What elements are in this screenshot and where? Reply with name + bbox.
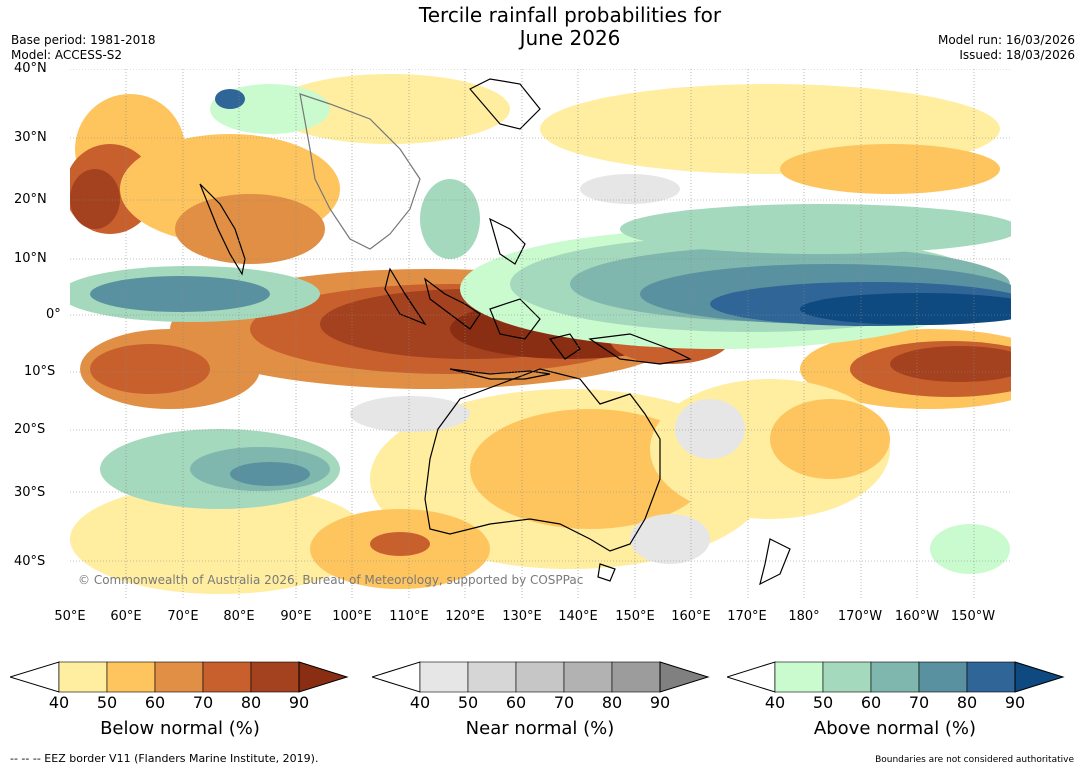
near-colorbar-upper-extension xyxy=(659,661,710,693)
colorbar-tick: 60 xyxy=(144,693,166,712)
gridlines xyxy=(70,69,1011,600)
boundary-disclaimer: Boundaries are not considered authoritat… xyxy=(875,755,1074,765)
below-colorbar-swatch xyxy=(202,661,252,693)
below-colorbar-swatches xyxy=(58,661,300,693)
above-colorbar-swatch xyxy=(918,661,968,693)
title-line-2: June 2026 xyxy=(519,26,621,50)
lat-label: 40°S xyxy=(14,554,46,569)
lon-label: 60°E xyxy=(110,609,142,624)
copyright-notice: © Commonwealth of Australia 2026, Bureau… xyxy=(78,573,584,587)
lon-label: 140°E xyxy=(558,609,598,624)
colorbar-tick: 40 xyxy=(409,693,431,712)
below-normal-colorbar xyxy=(10,661,349,693)
lat-label: 20°S xyxy=(14,422,46,437)
colorbar-tick: 80 xyxy=(240,693,262,712)
above-colorbar-title: Above normal (%) xyxy=(813,718,977,739)
above-colorbar-swatch xyxy=(870,661,920,693)
lat-label: 10°N xyxy=(14,251,47,266)
lon-label: 150°E xyxy=(615,609,655,624)
map-title: Tercile rainfall probabilities for June … xyxy=(370,4,770,50)
lat-label: 30°N xyxy=(14,130,47,145)
below-colorbar-swatch xyxy=(250,661,300,693)
below-colorbar-upper-extension xyxy=(298,661,349,693)
near-colorbar-swatch xyxy=(467,661,517,693)
eez-border-legend: -- -- -- EEZ border V11 (Flanders Marine… xyxy=(10,752,319,765)
colorbar-tick: 70 xyxy=(908,693,930,712)
below-colorbar-title: Below normal (%) xyxy=(100,718,260,739)
below-colorbar-swatch xyxy=(154,661,204,693)
above-colorbar-lower-extension xyxy=(727,661,776,693)
colorbar-tick: 80 xyxy=(956,693,978,712)
colorbar-tick: 90 xyxy=(288,693,310,712)
near-colorbar-swatches xyxy=(419,661,661,693)
colorbar-tick: 90 xyxy=(1004,693,1026,712)
colorbar-tick: 90 xyxy=(649,693,671,712)
near-normal-colorbar xyxy=(372,661,710,693)
below-colorbar-swatch xyxy=(58,661,108,693)
lon-label: 150°W xyxy=(950,609,996,624)
coastlines xyxy=(199,78,791,586)
colorbar-tick: 50 xyxy=(457,693,479,712)
colorbar-tick: 80 xyxy=(601,693,623,712)
colorbar-tick: 50 xyxy=(812,693,834,712)
issued-date: Issued: 18/03/2026 xyxy=(959,48,1075,62)
model-run: Model run: 16/03/2026 xyxy=(937,33,1075,47)
lat-label: 20°N xyxy=(14,192,47,207)
above-colorbar-swatch xyxy=(822,661,872,693)
colorbar-tick: 70 xyxy=(192,693,214,712)
near-colorbar-swatch xyxy=(563,661,613,693)
meta-right: Model run: 16/03/2026 Issued: 18/03/2026 xyxy=(938,33,1075,63)
above-normal-colorbar xyxy=(727,661,1065,693)
above-colorbar-swatches xyxy=(774,661,1016,693)
colorbar-tick: 60 xyxy=(860,693,882,712)
colorbar-tick: 50 xyxy=(96,693,118,712)
below-colorbar-lower-extension xyxy=(10,661,60,693)
near-colorbar-swatch xyxy=(515,661,565,693)
lon-label: 120°E xyxy=(445,609,485,624)
base-period: Base period: 1981-2018 xyxy=(11,33,156,47)
map-canvas xyxy=(70,69,1011,600)
lon-label: 70°E xyxy=(167,609,199,624)
near-colorbar-title: Near normal (%) xyxy=(465,718,615,739)
above-colorbar-swatch xyxy=(966,661,1016,693)
lat-label: 40°N xyxy=(14,61,47,76)
lon-label: 90°E xyxy=(280,609,312,624)
probability-map: © Commonwealth of Australia 2026, Bureau… xyxy=(70,69,1011,600)
model-name: Model: ACCESS-S2 xyxy=(11,48,123,62)
lon-label: 50°E xyxy=(54,609,86,624)
near-colorbar-swatch xyxy=(419,661,469,693)
above-colorbar-upper-extension xyxy=(1014,661,1065,693)
colorbar-tick: 40 xyxy=(48,693,70,712)
lon-label: 110°E xyxy=(389,609,429,624)
near-colorbar-swatch xyxy=(611,661,661,693)
colorbar-tick: 70 xyxy=(553,693,575,712)
lon-label: 170°W xyxy=(837,609,883,624)
lat-label: 0° xyxy=(46,307,61,322)
near-colorbar-lower-extension xyxy=(372,661,421,693)
near-normal-shading xyxy=(350,174,745,564)
title-line-1: Tercile rainfall probabilities for xyxy=(418,3,722,27)
lon-label: 160°E xyxy=(671,609,711,624)
lon-label: 100°E xyxy=(332,609,372,624)
lon-label: 170°E xyxy=(727,609,767,624)
lon-label: 160°W xyxy=(894,609,940,624)
lon-label: 80°E xyxy=(223,609,255,624)
lat-label: 10°S xyxy=(24,364,56,379)
lon-label: 180° xyxy=(788,609,820,624)
lat-label: 30°S xyxy=(14,485,46,500)
colorbar-tick: 60 xyxy=(505,693,527,712)
above-colorbar-swatch xyxy=(774,661,824,693)
below-colorbar-swatch xyxy=(106,661,156,693)
meta-left: Base period: 1981-2018 Model: ACCESS-S2 xyxy=(11,33,156,63)
colorbar-tick: 40 xyxy=(764,693,786,712)
lon-label: 130°E xyxy=(502,609,542,624)
